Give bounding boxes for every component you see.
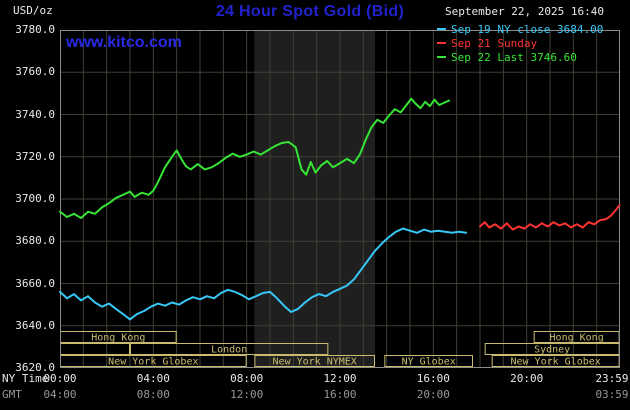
session-box <box>60 343 130 355</box>
x-axis-ny-tick-label: 23:59 <box>595 372 629 385</box>
x-axis-gmt-tick-label: 20:00 <box>416 388 450 401</box>
ny-time-axis-label: NY Time <box>2 372 49 385</box>
y-axis-tick-label: 3780.0 <box>15 23 55 36</box>
legend-dash-icon <box>437 28 446 30</box>
y-axis-tick-label: 3620.0 <box>15 361 55 374</box>
legend: Sep 19 NY close 3684.00 Sep 21 Sunday Sep … <box>437 22 603 64</box>
kitco-watermark-link[interactable]: www.kitco.com <box>66 34 182 51</box>
legend-item: Sep 22 Last 3746.60 <box>437 50 603 64</box>
session-label: Sydney <box>534 345 570 356</box>
x-axis-gmt-tick-label: 12:00 <box>230 388 264 401</box>
x-axis-gmt-tick-label: 08:00 <box>136 388 170 401</box>
x-axis-ny-tick-label: 12:00 <box>323 372 357 385</box>
x-axis-ny-tick-label: 04:00 <box>136 372 170 385</box>
price-line-sep19 <box>59 227 467 321</box>
x-axis-ny-tick-label: 16:00 <box>416 372 450 385</box>
chart-title: 24 Hour Spot Gold (Bid) <box>215 3 405 20</box>
session-box <box>384 355 474 367</box>
plot-border <box>60 30 620 368</box>
session-box <box>254 355 375 367</box>
legend-dash-icon <box>437 56 446 58</box>
legend-label: Sep 22 Last 3746.60 <box>451 50 577 64</box>
y-axis-tick-label: 3740.0 <box>15 107 55 121</box>
legend-item: Sep 21 Sunday <box>437 36 603 50</box>
session-label: New York Globex <box>510 357 600 368</box>
session-box <box>130 343 329 355</box>
session-label: NY Globex <box>402 357 456 368</box>
gmt-axis-label: GMT <box>2 388 22 401</box>
session-label: Hong Kong <box>91 333 145 344</box>
y-axis-tick-label: 3640.0 <box>15 318 55 332</box>
session-label: Hong Kong <box>550 333 604 344</box>
x-axis-gmt-tick-label: 03:59 <box>595 388 629 401</box>
x-axis-ny-tick-label: 20:00 <box>510 372 544 385</box>
y-axis-tick-label: 3720.0 <box>15 149 55 163</box>
legend-item: Sep 19 NY close 3684.00 <box>437 22 603 36</box>
y-axis-tick-label: 3680.0 <box>15 234 55 248</box>
x-axis-ny-tick-label: 00:00 <box>43 372 77 385</box>
legend-label: Sep 19 NY close 3684.00 <box>451 22 604 36</box>
session-label: London <box>211 345 247 356</box>
price-line-sep21 <box>479 204 621 231</box>
session-label: New York NYMEX <box>273 357 357 368</box>
x-axis-gmt-tick-label: 16:00 <box>323 388 357 401</box>
legend-label: Sep 21 Sunday <box>451 36 538 50</box>
y-axis-tick-label: 3760.0 <box>15 65 55 79</box>
y-axis-tick-label: 3700.0 <box>15 192 55 205</box>
price-line-sep22 <box>59 97 450 219</box>
units-label: USD/oz <box>13 4 53 17</box>
session-label: New York Globex <box>108 357 198 368</box>
x-axis-gmt-tick-label: 04:00 <box>43 388 77 401</box>
datetime-label: September 22, 2025 16:40 <box>445 5 604 18</box>
y-axis-tick-label: 3660.0 <box>15 276 55 290</box>
legend-dash-icon <box>437 42 446 44</box>
x-axis-ny-tick-label: 08:00 <box>230 372 264 385</box>
